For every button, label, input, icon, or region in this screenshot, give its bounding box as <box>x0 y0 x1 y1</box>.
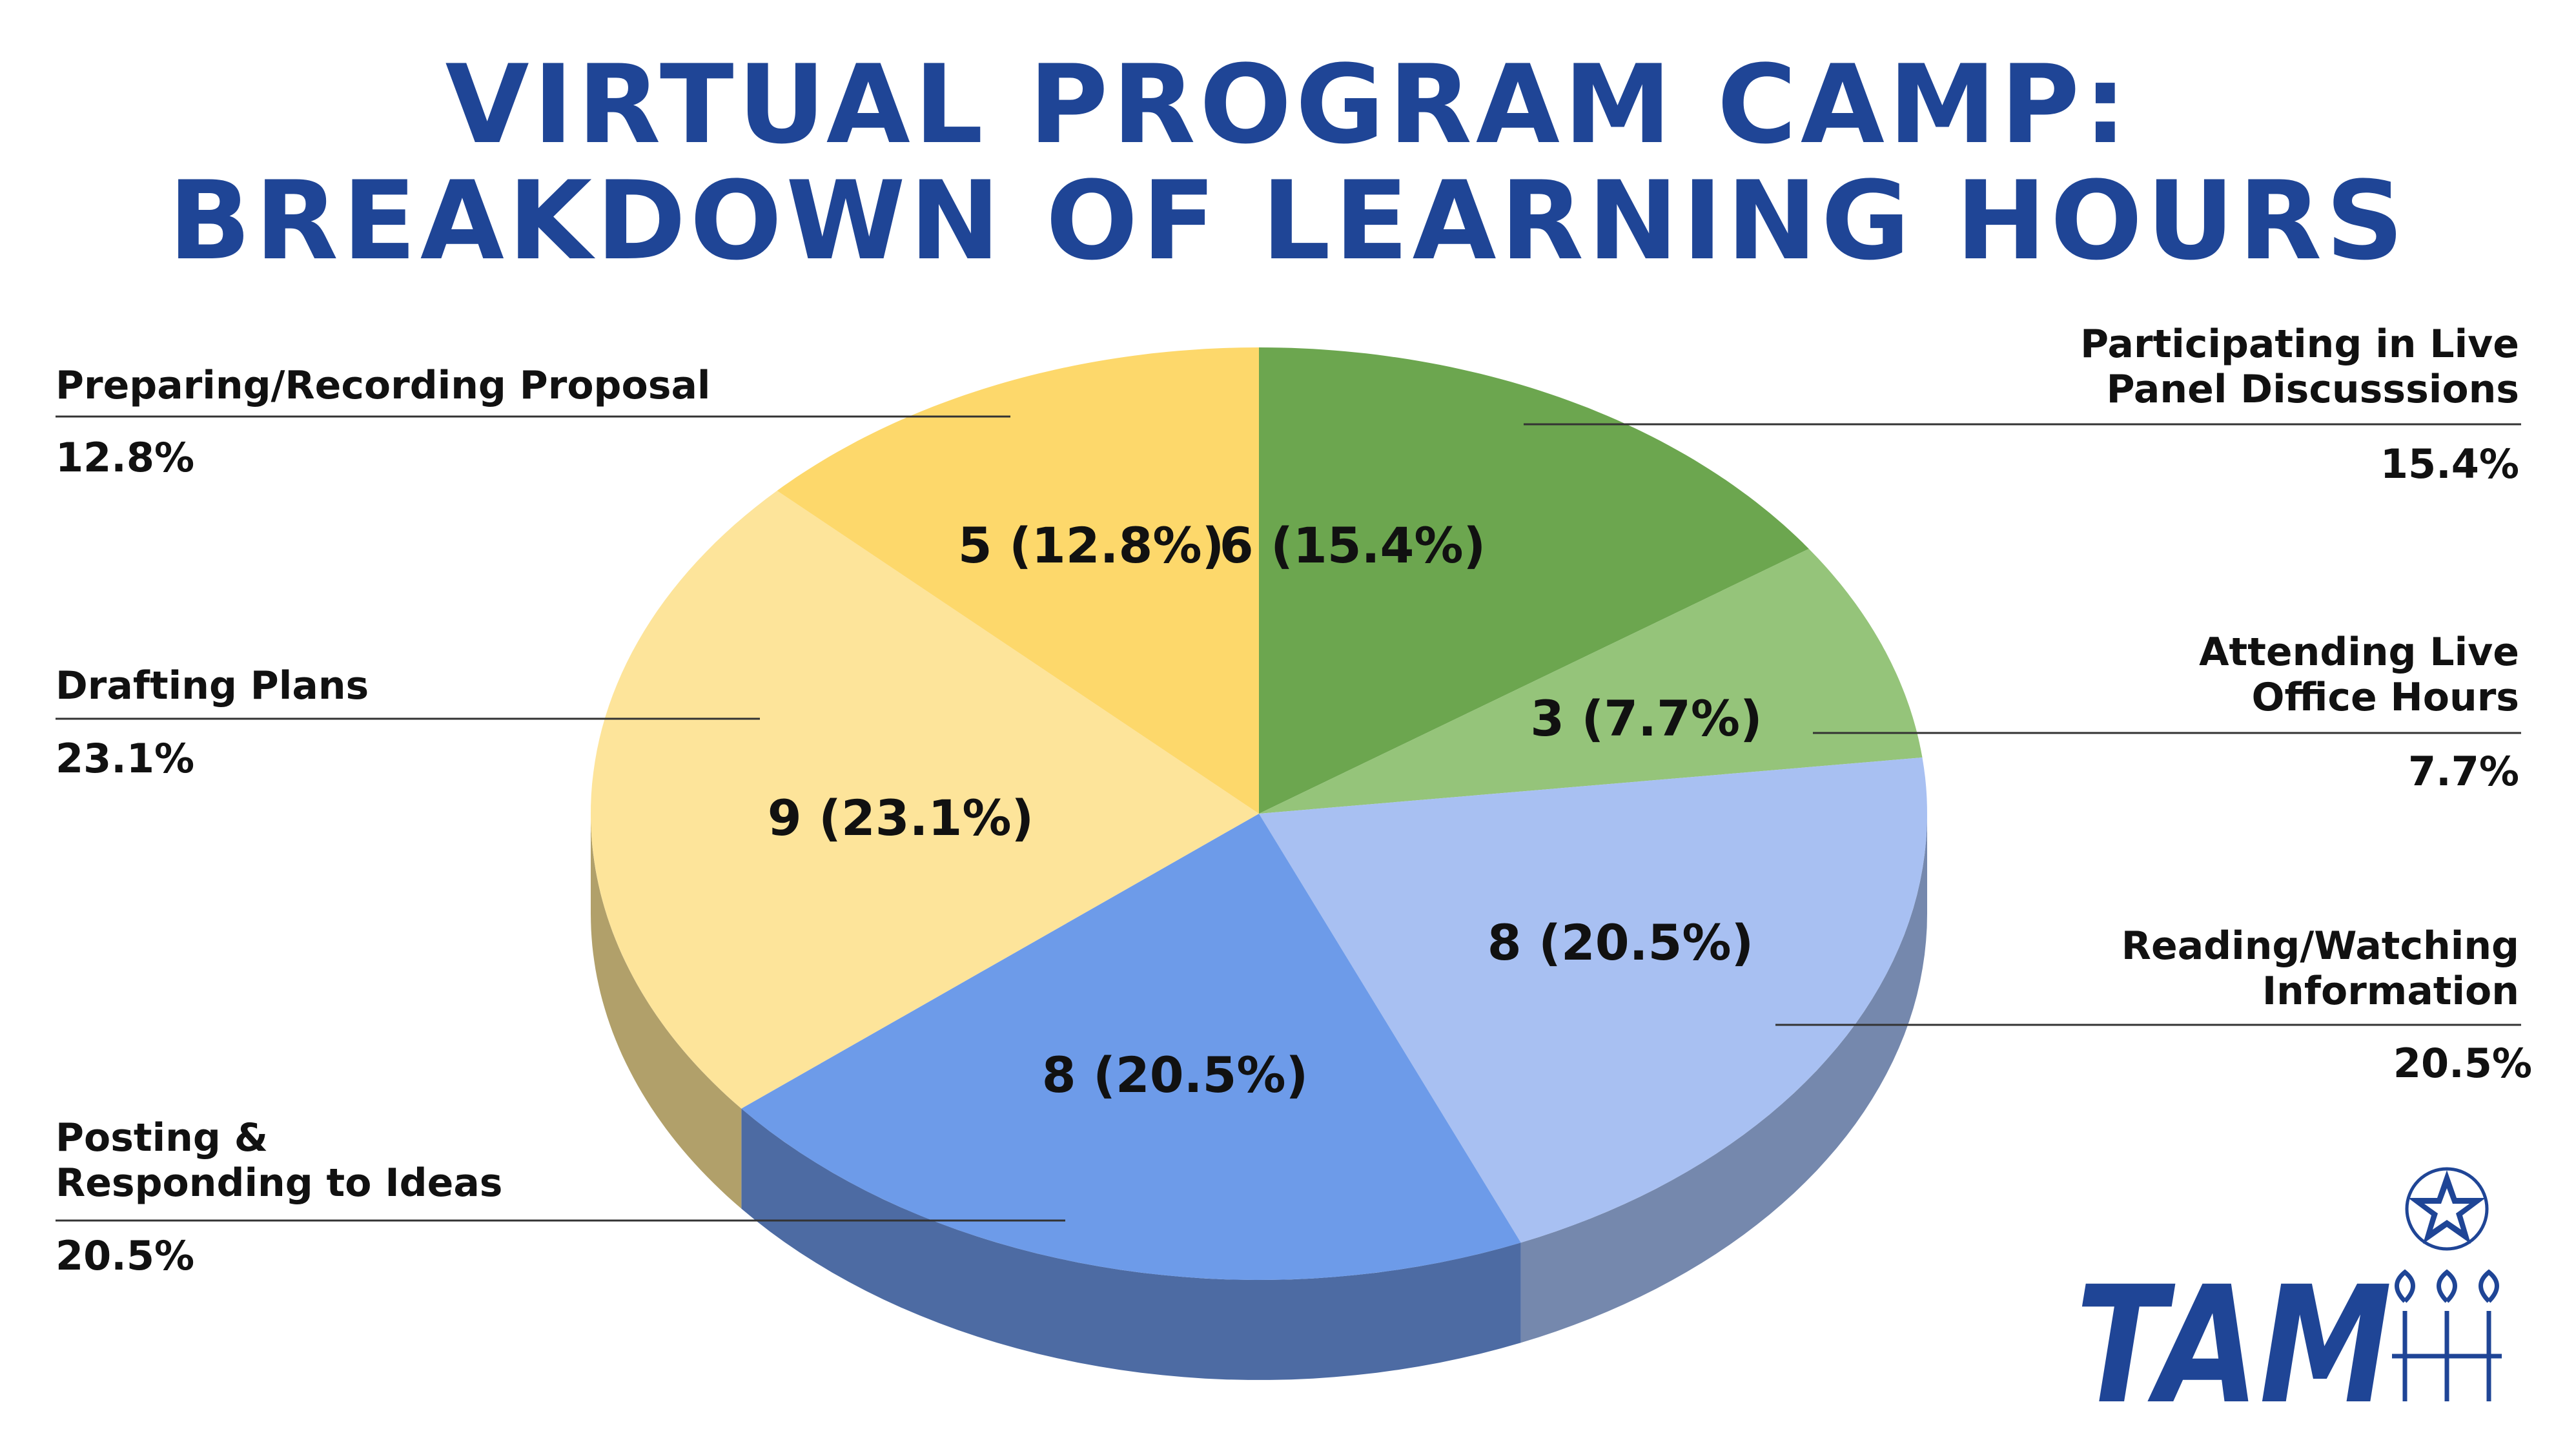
callout-posting-pct: 20.5% <box>56 1232 195 1279</box>
callout-drafting-label: Drafting Plans <box>56 663 369 708</box>
callout-reading-line1: Reading/Watching <box>2121 923 2519 969</box>
data-label-drafting: 9 (23.1%) <box>768 789 1034 847</box>
callout-participating-label: Participating in Live Panel Discusssions <box>2080 322 2519 412</box>
data-label-preparing: 5 (12.8%) <box>958 517 1224 574</box>
data-label-participating: 6 (15.4%) <box>1220 517 1486 574</box>
slice-participating <box>1259 347 1809 814</box>
slice-preparing <box>777 347 1259 814</box>
callout-attending-pct: 7.7% <box>2408 748 2519 795</box>
slice-drafting <box>591 490 1259 1109</box>
pie-slices <box>591 347 1927 1280</box>
tam-logo: TAM <box>2076 1167 2502 1408</box>
pie-3d-sides <box>591 814 1927 1380</box>
callout-reading-pct: 20.5% <box>2393 1040 2532 1087</box>
callout-preparing-pct: 12.8% <box>56 434 195 481</box>
slice-side-reading <box>1520 814 1927 1343</box>
slice-side-drafting <box>591 814 742 1209</box>
callout-participating-line2: Panel Discusssions <box>2106 367 2519 412</box>
leader-lines <box>56 415 2521 1222</box>
slice-side-posting <box>741 1108 1521 1380</box>
callout-participating-pct: 15.4% <box>2380 440 2519 488</box>
callout-reading-label: Reading/Watching Information <box>2121 923 2519 1014</box>
callout-participating-line1: Participating in Live <box>2080 322 2519 367</box>
callout-attending-line2: Office Hours <box>2251 675 2519 720</box>
callout-drafting-pct: 23.1% <box>56 735 195 782</box>
callout-drafting-line1: Drafting Plans <box>56 663 369 708</box>
callout-reading-line2: Information <box>2262 969 2519 1014</box>
callout-attending-label: Attending Live Office Hours <box>2199 630 2519 720</box>
data-label-reading: 8 (20.5%) <box>1487 914 1753 971</box>
slice-reading <box>1259 757 1927 1243</box>
logo-text: TAM <box>2076 1252 2392 1408</box>
callout-posting-line2: Responding to Ideas <box>56 1160 503 1206</box>
chart-title-line-1: VIRTUAL PROGRAM CAMP: <box>445 41 2131 168</box>
data-label-posting: 8 (20.5%) <box>1042 1046 1308 1104</box>
slice-posting <box>741 814 1521 1280</box>
callout-posting-label: Posting & Responding to Ideas <box>56 1115 503 1206</box>
callout-posting-line1: Posting & <box>56 1115 269 1160</box>
callout-preparing-label: Preparing/Recording Proposal <box>56 363 711 408</box>
star-icon <box>2405 1167 2489 1251</box>
callout-attending-line1: Attending Live <box>2199 630 2519 675</box>
data-label-attending: 3 (7.7%) <box>1530 690 1763 747</box>
slice-attending <box>1259 548 1923 814</box>
column-ornament-icon <box>2392 1269 2502 1401</box>
slice-data-labels: 6 (15.4%) 3 (7.7%) 8 (20.5%) 8 (20.5%) 9 (23… <box>768 517 1763 1104</box>
chart-title-line-2: BREAKDOWN OF LEARNING HOURS <box>168 158 2408 284</box>
callout-preparing-line1: Preparing/Recording Proposal <box>56 363 711 408</box>
